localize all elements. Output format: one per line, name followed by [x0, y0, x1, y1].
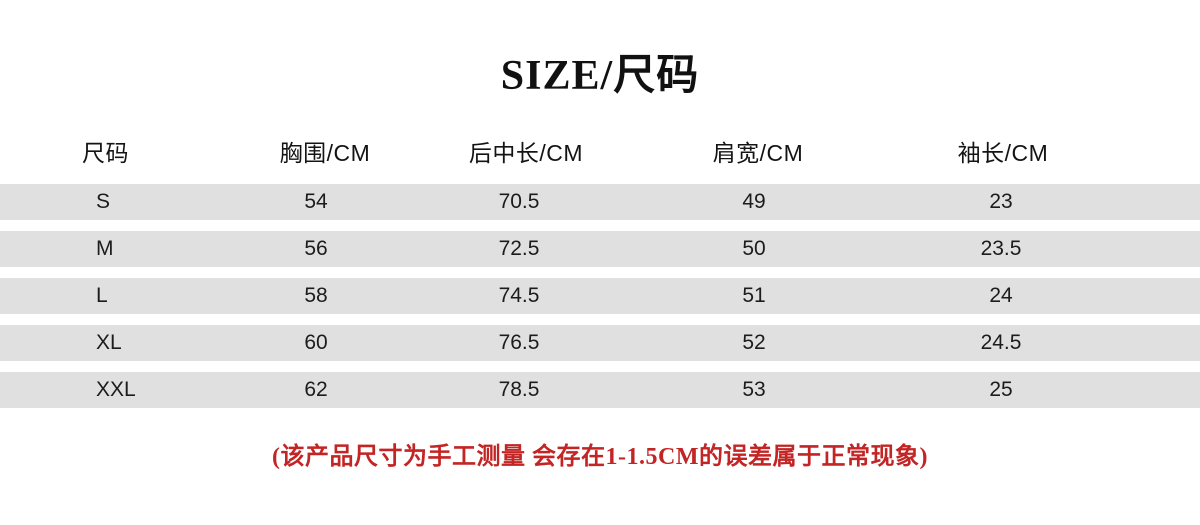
row-spacer-cell — [0, 314, 1200, 325]
cell-length: 76.5 — [430, 325, 640, 361]
cell-shoulder: 51 — [640, 278, 880, 314]
column-header-length: 后中长/CM — [468, 140, 584, 166]
table-row: XXL 62 78.5 53 25 — [0, 372, 1200, 408]
row-spacer — [0, 314, 1200, 325]
table-row: M 56 72.5 50 23.5 — [0, 231, 1200, 267]
cell-sleeve: 24.5 — [880, 325, 1200, 361]
cell-sleeve: 23 — [880, 184, 1200, 220]
footnote-section: (该产品尺寸为手工测量 会存在1-1.5CM的误差属于正常现象) — [0, 436, 1200, 471]
cell-bust: 58 — [230, 278, 430, 314]
cell-size: S — [0, 184, 230, 220]
cell-bust: 62 — [230, 372, 430, 408]
cell-bust: 54 — [230, 184, 430, 220]
cell-size: L — [0, 278, 230, 314]
size-chart-table: 尺码 胸围/CM 后中长/CM 肩宽/CM 袖长/CM S 54 70.5 49… — [0, 134, 1200, 408]
row-spacer-cell — [0, 361, 1200, 372]
title-section: SIZE/尺码 — [0, 0, 1200, 97]
cell-bust: 60 — [230, 325, 430, 361]
cell-shoulder: 49 — [640, 184, 880, 220]
cell-size: XL — [0, 325, 230, 361]
column-header-shoulder: 肩宽/CM — [712, 140, 804, 166]
column-header-size: 尺码 — [82, 140, 129, 166]
cell-sleeve: 25 — [880, 372, 1200, 408]
cell-size: XXL — [0, 372, 230, 408]
column-header-sleeve: 袖长/CM — [957, 140, 1049, 166]
cell-size: M — [0, 231, 230, 267]
table-row: XL 60 76.5 52 24.5 — [0, 325, 1200, 361]
cell-shoulder: 52 — [640, 325, 880, 361]
table-row: L 58 74.5 51 24 — [0, 278, 1200, 314]
measurement-disclaimer: (该产品尺寸为手工测量 会存在1-1.5CM的误差属于正常现象) — [272, 444, 928, 470]
row-spacer-cell — [0, 267, 1200, 278]
table-header: 尺码 胸围/CM 后中长/CM 肩宽/CM 袖长/CM — [0, 134, 1200, 184]
cell-shoulder: 53 — [640, 372, 880, 408]
cell-bust: 56 — [230, 231, 430, 267]
row-spacer — [0, 361, 1200, 372]
table-header-row: 尺码 胸围/CM 后中长/CM 肩宽/CM 袖长/CM — [0, 134, 1200, 184]
cell-sleeve: 24 — [880, 278, 1200, 314]
column-header-bust: 胸围/CM — [279, 140, 371, 166]
cell-sleeve: 23.5 — [880, 231, 1200, 267]
table-row: S 54 70.5 49 23 — [0, 184, 1200, 220]
cell-length: 74.5 — [430, 278, 640, 314]
row-spacer — [0, 220, 1200, 231]
cell-length: 70.5 — [430, 184, 640, 220]
cell-shoulder: 50 — [640, 231, 880, 267]
page-title: SIZE/尺码 — [500, 53, 700, 99]
row-spacer — [0, 267, 1200, 278]
cell-length: 78.5 — [430, 372, 640, 408]
table-body: S 54 70.5 49 23 M 56 72.5 50 23.5 L 58 7… — [0, 184, 1200, 408]
row-spacer-cell — [0, 220, 1200, 231]
cell-length: 72.5 — [430, 231, 640, 267]
